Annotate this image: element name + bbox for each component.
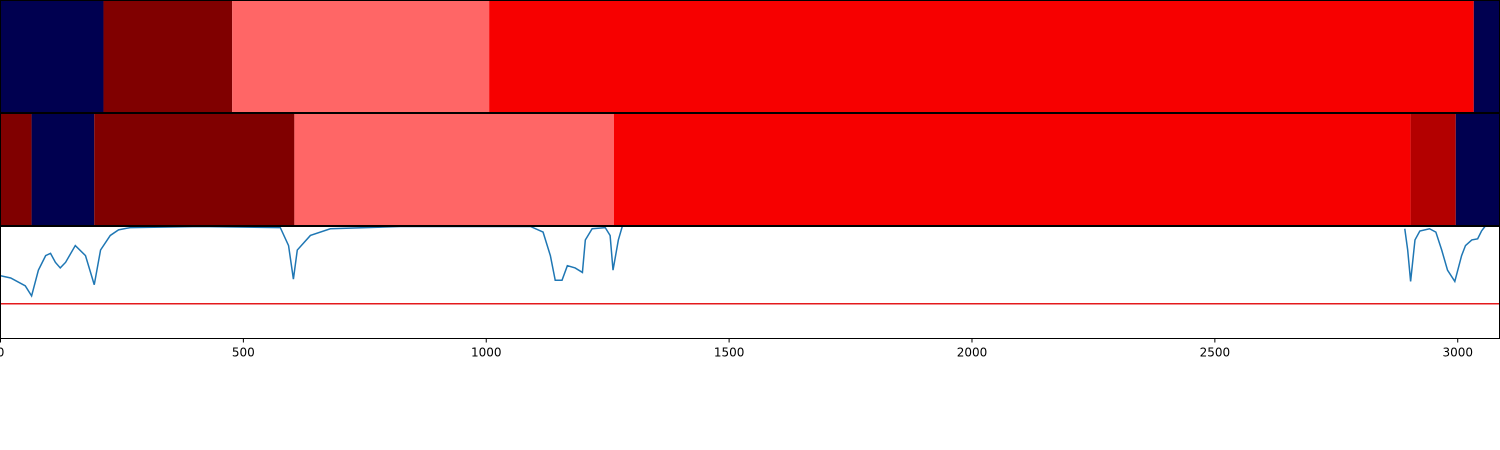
segment <box>94 113 295 226</box>
segment <box>0 0 104 113</box>
segment <box>1455 113 1500 226</box>
segment <box>0 113 32 226</box>
segment <box>1473 0 1500 113</box>
segment <box>489 0 1474 113</box>
signal-line <box>0 226 1486 298</box>
segment <box>232 0 490 113</box>
x-tick-label: 1500 <box>714 346 745 360</box>
x-tick-label: 2000 <box>957 346 988 360</box>
panel-frame <box>0 226 1500 339</box>
x-tick-label: 500 <box>232 346 255 360</box>
segment <box>613 113 1411 226</box>
x-tick-label: 3000 <box>1442 346 1473 360</box>
segment <box>31 113 95 226</box>
x-tick-label: 1000 <box>471 346 502 360</box>
segment <box>103 0 233 113</box>
x-tick-label: 0 <box>0 346 4 360</box>
segment <box>1410 113 1456 226</box>
segment <box>294 113 614 226</box>
x-tick-label: 2500 <box>1200 346 1231 360</box>
